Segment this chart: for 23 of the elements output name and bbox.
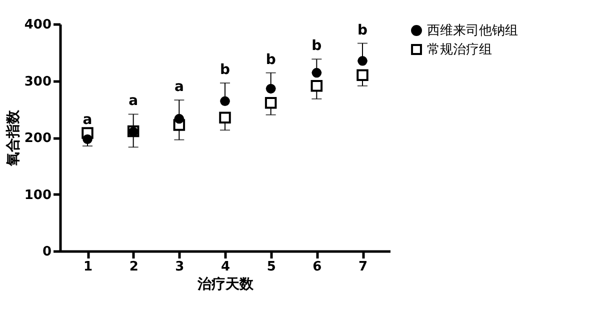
legend-label: 西维来司他钠组 (427, 24, 518, 38)
y-axis-title: 氧合指数 (5, 109, 22, 167)
x-tick-label: 7 (358, 260, 368, 274)
x-axis-title: 治疗天数 (196, 276, 254, 292)
annotation: b (357, 22, 368, 38)
annotation: b (266, 52, 276, 68)
y-tick-label: 100 (24, 188, 52, 203)
x-tick-label: 3 (175, 260, 184, 274)
x-tick-label: 6 (312, 260, 322, 274)
x-tick-label: 4 (220, 260, 230, 274)
annotation: a (174, 79, 184, 96)
x-tick-label: 1 (83, 260, 93, 274)
y-tick-label: 400 (24, 18, 52, 32)
legend-label: 常规治疗组 (427, 42, 492, 58)
annotation: a (82, 112, 92, 128)
annotation: b (220, 62, 230, 78)
y-tick-label: 200 (24, 131, 52, 146)
annotation: b (312, 38, 322, 54)
x-tick-label: 5 (266, 260, 276, 274)
x-tick-label: 2 (129, 260, 138, 274)
y-tick-label: 300 (24, 74, 52, 90)
annotation: a (128, 93, 138, 110)
y-tick-label: 0 (42, 244, 52, 260)
